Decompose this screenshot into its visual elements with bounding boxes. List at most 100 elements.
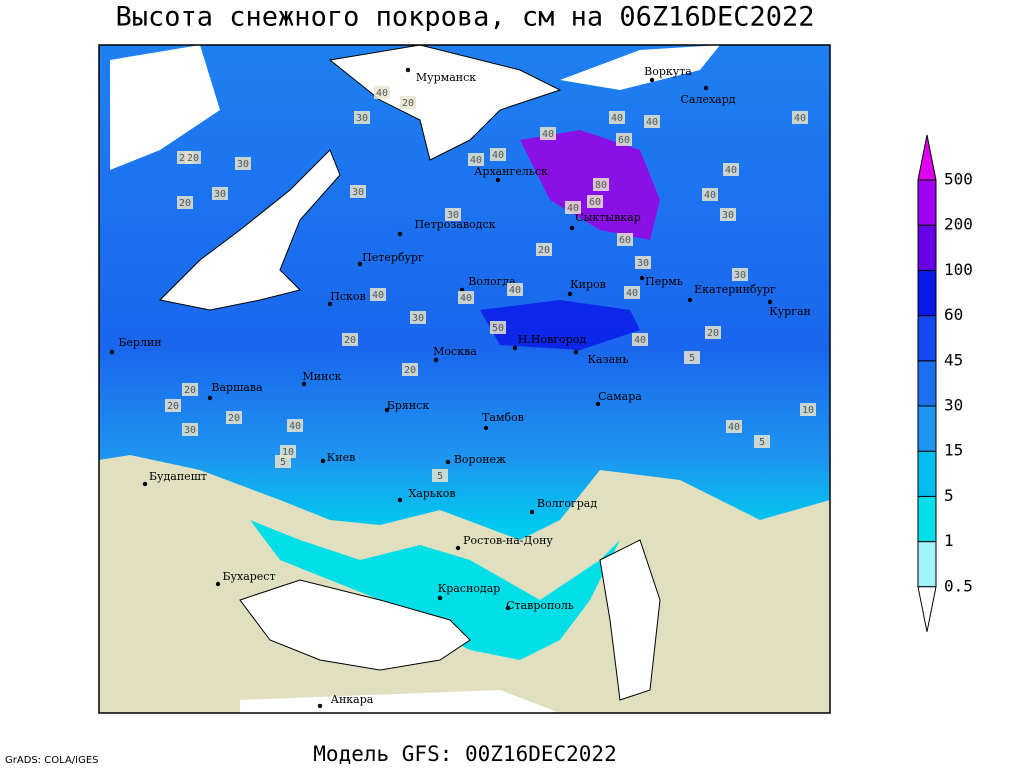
contour-label: 60	[618, 135, 630, 146]
contour-label-bg	[616, 133, 632, 146]
city-label: Псков	[330, 290, 365, 303]
title: Высота снежного покрова, см на 06Z16DEC2…	[116, 2, 815, 33]
contour-label: 40	[728, 422, 740, 433]
contour-label-bg	[536, 243, 552, 256]
city-dot	[445, 459, 451, 465]
city-label: Москва	[433, 345, 477, 358]
contour-label: 20	[228, 413, 240, 424]
legend-label: 60	[944, 305, 963, 324]
legend-label: 30	[944, 396, 963, 415]
contour-label: 40	[542, 129, 554, 140]
contour-label: 40	[289, 421, 301, 432]
contour-label-bg	[177, 196, 193, 209]
city-dot	[357, 261, 363, 267]
city-label: Волгоград	[537, 497, 597, 510]
contour-label-bg	[635, 256, 651, 269]
contour-label-bg	[723, 163, 739, 176]
city-dot	[529, 509, 535, 515]
city-label: Краснодар	[438, 582, 501, 595]
contour-label-bg	[374, 86, 390, 99]
city-label: Ставрополь	[506, 599, 574, 612]
baltic-sea	[158, 149, 341, 311]
city-dot	[320, 458, 326, 464]
contour-label: 30	[237, 159, 249, 170]
city-label: Казань	[588, 353, 629, 366]
contour-label: 20	[707, 328, 719, 339]
contour-label-bg	[540, 127, 556, 140]
contour-label-bg	[226, 411, 242, 424]
contour-label: 40	[492, 150, 504, 161]
contour-label: 40	[567, 203, 579, 214]
legend-swatch	[917, 495, 937, 543]
kara-sea	[560, 45, 720, 90]
city-dot	[207, 395, 213, 401]
city-label: Брянск	[387, 399, 430, 412]
contour-label: 20	[344, 335, 356, 346]
contour-label-bg	[632, 333, 648, 346]
legend-arrow-top	[917, 134, 937, 181]
contour-label-bg	[468, 153, 484, 166]
contour-label-bg	[609, 111, 625, 124]
legend-label: 200	[944, 215, 973, 234]
contour-label-bg	[593, 178, 609, 191]
contour-label-bg	[507, 283, 523, 296]
contour-label: 30	[734, 270, 746, 281]
city-dot	[569, 225, 575, 231]
legend-swatch	[917, 541, 937, 588]
city-label: Екатеринбург	[694, 283, 776, 296]
light-snow	[250, 520, 620, 660]
legend-label: 500	[944, 170, 973, 189]
contour-label: 30	[412, 313, 424, 324]
contour-label-bg	[402, 363, 418, 376]
contour-label-bg	[235, 157, 251, 170]
city-dot	[437, 595, 443, 601]
snow-60	[480, 300, 640, 350]
contour-label-bg	[565, 201, 581, 214]
city-label: Вологда	[468, 275, 516, 288]
contour-label: 30	[637, 258, 649, 269]
contour-label-bg	[410, 311, 426, 324]
city-dot	[433, 357, 439, 363]
contour-label: 5	[437, 471, 443, 482]
contour-label-bg	[182, 383, 198, 396]
contour-label-bg	[182, 423, 198, 436]
city-label: Архангельск	[474, 165, 548, 178]
contour-label-bg	[490, 321, 506, 334]
city-label: Сыктывкар	[575, 211, 641, 224]
contour-label-bg	[587, 195, 603, 208]
city-dot	[142, 481, 148, 487]
city-label: Тамбов	[482, 411, 524, 424]
city-label: Воронеж	[454, 453, 506, 466]
contour-label: 10	[802, 405, 814, 416]
city-dot	[687, 297, 693, 303]
legend-swatch	[917, 179, 937, 226]
contour-label: 60	[589, 197, 601, 208]
contour-label-bg	[445, 208, 461, 221]
contour-label-bg	[720, 208, 736, 221]
contour-label-bg	[342, 333, 358, 346]
model-label: Модель GFS: 00Z16DEC2022	[313, 742, 616, 766]
contour-label: 40	[470, 155, 482, 166]
contour-label: 30	[356, 113, 368, 124]
contour-label-bg	[705, 326, 721, 339]
city-dot	[109, 349, 115, 355]
city-dot	[397, 231, 403, 237]
city-dot	[397, 497, 403, 503]
city-label: Ростов-на-Дону	[463, 534, 553, 547]
contour-label: 5	[759, 437, 765, 448]
contour-label-bg	[432, 469, 448, 482]
city-dot	[573, 349, 579, 355]
contour-label: 20	[179, 198, 191, 209]
legend-label: 5	[944, 486, 954, 505]
city-dot	[505, 605, 511, 611]
contour-label: 40	[725, 165, 737, 176]
legend-swatch	[917, 360, 937, 407]
city-label: Курган	[769, 305, 811, 318]
city-label: Петербург	[362, 251, 424, 264]
contour-label: 20	[402, 98, 414, 109]
contour-label: 40	[626, 288, 638, 299]
contour-label-bg	[370, 288, 386, 301]
legend-swatch	[917, 315, 937, 362]
